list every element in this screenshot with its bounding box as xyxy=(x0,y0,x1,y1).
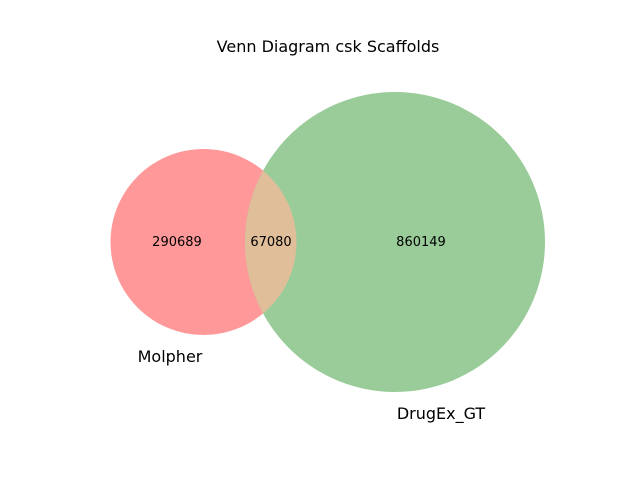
set-b-label: DrugEx_GT xyxy=(397,404,486,424)
set-a-circle xyxy=(110,149,297,335)
set-b-circle xyxy=(245,92,545,392)
set-b-only-count: 860149 xyxy=(396,235,446,250)
chart-title: Venn Diagram csk Scaffolds xyxy=(217,37,440,56)
intersection-count: 67080 xyxy=(250,235,291,250)
set-a-only-count: 290689 xyxy=(152,235,202,250)
set-a-label: Molpher xyxy=(138,347,203,366)
